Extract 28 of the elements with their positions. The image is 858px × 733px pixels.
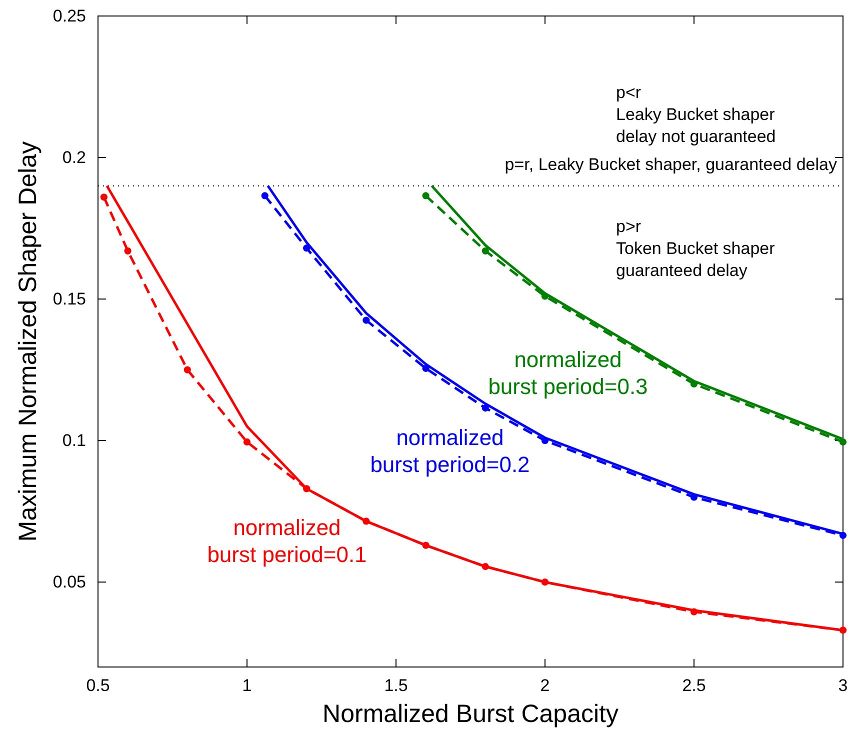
series-label: normalized burst period=0.3: [488, 347, 648, 399]
x-tick-label: 1: [242, 676, 252, 696]
x-tick-label: 1.5: [384, 676, 408, 696]
y-axis-title: Maximum Normalized Shaper Delay: [14, 140, 42, 542]
point: [482, 247, 489, 254]
y-tick-label: 0.25: [52, 6, 86, 26]
point: [422, 192, 430, 200]
point: [362, 316, 370, 324]
point: [839, 438, 847, 446]
legend-label: p=r, Leaky Bucket shaper, guaranteed delay: [504, 154, 838, 174]
series-label: normalized burst period=0.1: [207, 515, 367, 567]
x-tick-label: 0.5: [86, 676, 110, 696]
point: [124, 247, 132, 254]
series-label: normalized burst period=0.2: [370, 425, 530, 477]
annotation: p<r Leaky Bucket shaper delay not guaranteed: [616, 82, 776, 146]
y-tick-label: 0.2: [62, 148, 86, 167]
y-tick-label: 0.15: [52, 289, 86, 308]
point: [184, 366, 191, 374]
point: [243, 438, 251, 446]
y-tick-label: 0.05: [52, 572, 86, 592]
x-tick-label: 2: [540, 676, 550, 696]
x-tick-label: 2.5: [682, 676, 706, 696]
point: [100, 194, 108, 201]
annotation: p>r Token Bucket shaper guaranteed delay: [616, 216, 776, 280]
y-tick-label: 0.1: [62, 431, 86, 450]
point: [261, 192, 268, 200]
x-tick-label: 3: [838, 676, 848, 696]
x-axis-title: Normalized Burst Capacity: [322, 700, 619, 728]
